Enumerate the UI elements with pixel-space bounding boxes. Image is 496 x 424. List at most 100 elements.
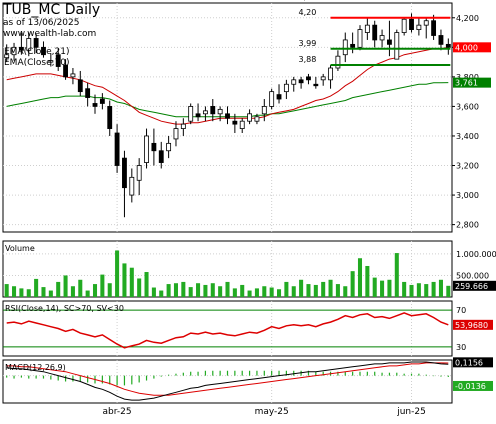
- macd-histogram-bar: [182, 372, 184, 376]
- volume-bar: [78, 279, 83, 297]
- volume-bar: [357, 258, 363, 297]
- candle-body: [445, 43, 451, 48]
- volume-bar: [107, 283, 112, 297]
- volume-bar: [225, 281, 230, 297]
- candle-body: [63, 64, 68, 78]
- volume-bar: [409, 284, 414, 297]
- macd-histogram-bar: [87, 375, 89, 383]
- volume-bar: [181, 281, 186, 297]
- macd-histogram-bar: [352, 371, 354, 376]
- macd-histogram-bar: [315, 371, 317, 376]
- volume-bar: [70, 286, 75, 297]
- macd-histogram-bar: [447, 375, 449, 377]
- rsi-y-tick-label: 30: [456, 343, 466, 352]
- macd-histogram-bar: [337, 371, 339, 376]
- candle-body: [239, 120, 245, 129]
- volume-bar: [4, 284, 9, 297]
- candle-body: [11, 46, 17, 56]
- macd-histogram-bar: [440, 375, 442, 377]
- chart-site-line: www.wealth-lab.com: [3, 29, 97, 39]
- macd-histogram-bar: [6, 375, 8, 378]
- macd-histogram-bar: [388, 372, 391, 376]
- volume-bar: [402, 281, 407, 297]
- macd-histogram-bar: [425, 374, 427, 376]
- candle-body: [4, 54, 10, 59]
- macd-last-value-tag: [453, 357, 493, 368]
- macd-histogram-bar: [35, 375, 37, 379]
- macd-histogram-bar: [241, 370, 243, 376]
- x-tick-label: abr-25: [103, 407, 132, 417]
- macd-histogram-bar: [410, 373, 413, 376]
- candle-body: [225, 113, 230, 119]
- macd-histogram-bar: [366, 371, 368, 376]
- macd-signal-line: [6, 362, 449, 396]
- volume-bar: [92, 284, 98, 297]
- chart-title: TUB_MC Daily: [3, 2, 101, 18]
- macd-histogram-bar: [109, 375, 111, 385]
- macd-histogram-bar: [418, 373, 420, 376]
- rsi-pane-label: RSI(Close,14), SC>70, SV<30: [5, 304, 124, 313]
- macd-histogram-bar: [57, 375, 59, 381]
- candle-body: [136, 165, 142, 181]
- candle-body: [210, 106, 216, 115]
- volume-bar: [210, 283, 215, 297]
- candle-body: [173, 128, 179, 140]
- volume-bar: [115, 250, 120, 297]
- candle-body: [107, 106, 113, 129]
- candle-body: [85, 88, 91, 98]
- candle-body: [144, 135, 149, 163]
- candle-body: [261, 106, 267, 115]
- volume-bar: [63, 275, 68, 297]
- candle-body: [364, 24, 370, 33]
- candle-body: [401, 18, 407, 33]
- volume-bar: [350, 271, 355, 297]
- macd-histogram-bar: [190, 371, 192, 376]
- volume-bar: [380, 280, 385, 297]
- volume-bar: [56, 281, 61, 297]
- candle-body: [328, 67, 333, 81]
- macd-histogram-bar: [101, 375, 103, 384]
- candle-body: [357, 29, 363, 48]
- candle-body: [151, 142, 157, 152]
- macd-line: [6, 361, 449, 401]
- volume-bar: [129, 267, 134, 297]
- volume-bar: [262, 286, 267, 297]
- volume-bar: [416, 283, 421, 297]
- volume-bar: [446, 285, 451, 297]
- macd-histogram-bar: [219, 370, 221, 376]
- candle-body: [77, 79, 83, 93]
- candle-body: [41, 46, 46, 56]
- macd-histogram-bar: [160, 375, 162, 377]
- candle-body: [18, 46, 24, 51]
- candle-body: [217, 108, 223, 115]
- volume-bar: [306, 284, 311, 297]
- legend-ema21: EMA(Close,21): [4, 47, 69, 57]
- macd-histogram-bar: [13, 375, 15, 379]
- macd-histogram-bar: [212, 370, 214, 376]
- volume-bar: [372, 277, 377, 297]
- volume-bar: [12, 286, 17, 297]
- volume-bar: [41, 287, 46, 297]
- macd-histogram-bar: [271, 370, 273, 376]
- candle-body: [409, 18, 414, 30]
- x-tick-label: may-25: [255, 407, 289, 417]
- price-y-tick-label: 2,800: [456, 221, 479, 230]
- macd-histogram-bar: [263, 370, 265, 376]
- candle-body: [122, 157, 127, 189]
- volume-bar: [188, 287, 193, 297]
- macd-histogram-bar: [248, 370, 251, 376]
- volume-bar: [151, 287, 156, 297]
- volume-bar: [34, 278, 39, 297]
- candle-body: [166, 142, 172, 152]
- high-annotation: 4,31: [299, 0, 317, 2]
- level-label: 4,20: [299, 8, 317, 17]
- volume-bar: [48, 290, 53, 297]
- candle-body: [291, 79, 297, 85]
- volume-bar: [277, 289, 282, 297]
- macd-histogram-bar: [131, 375, 133, 385]
- candle-body: [320, 76, 326, 81]
- macd-histogram-bar: [28, 375, 30, 379]
- macd-histogram-bar: [138, 375, 140, 383]
- macd-histogram-bar: [168, 374, 170, 376]
- macd-histogram-bar: [381, 372, 383, 376]
